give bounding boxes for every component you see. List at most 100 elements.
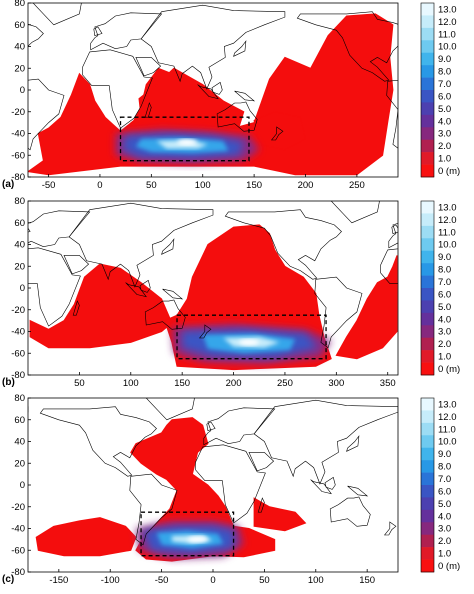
wave-height-region [253,111,307,151]
colorbar-label: 3.0 [438,327,451,338]
wave-height-region [29,263,173,349]
colorbar-swatch [421,238,434,252]
coastline-arabia [135,57,162,77]
coastline-asia [253,399,398,485]
colorbar-swatch [421,559,434,573]
coastline-indonesia [125,282,147,298]
coastline-uk [206,421,216,431]
colorbar-label: 11.0 [438,227,456,238]
colorbar-frame [420,200,435,376]
coastline-africa [453,50,474,128]
x-tick-label: 0 [97,180,102,191]
colorbar-label: 12.0 [438,215,457,226]
colorbar-swatch [421,509,434,523]
coastline-japan [161,238,175,255]
wave-height-region [35,517,137,557]
colorbar-swatch [421,435,434,449]
coastline-nam [39,406,157,477]
colorbar-swatch [421,447,434,461]
x-tick-label: 100 [308,575,324,586]
coastline-asia [140,4,286,90]
colorbar-swatch [421,114,434,128]
colorbar-swatch [421,325,434,339]
colorbar-label: 0 (m) [438,364,460,375]
y-tick-label: -80 [11,567,25,578]
coastline-africa [195,444,266,524]
colorbar-label: 8.0 [438,462,451,473]
colorbar-swatch [421,485,434,498]
colorbar-label: 0 (m) [438,166,460,177]
wave-height-region [253,497,307,532]
colorbar-swatch [421,164,434,178]
colorbar-label: 13.0 [438,4,457,15]
panel-label: (a) [2,179,14,190]
caption-fragment [0,587,474,594]
y-tick-label: 40 [14,437,25,448]
colorbar: 13.0 12.011.0 10.09.0 8.07.06.0 5.04.0 3.02.0… [420,200,460,376]
colorbar: 13.0 12.011.0 10.09.0 8.07.06.0 5.04.0 3.02.0… [420,397,460,573]
colorbar-swatch [421,300,434,314]
y-tick-label: 40 [14,42,25,53]
coastline-africa [82,49,153,129]
colorbar-label: 3.0 [438,129,451,140]
y-tick-label: 80 [14,393,25,404]
coastline-borneo [211,81,223,95]
coastline-uk [93,26,103,36]
coastline-uk [464,27,472,36]
colorbar-label: 8.0 [438,265,451,276]
coastline-sam [314,276,363,349]
colorbar-frame [420,397,435,573]
y-tick-label: 80 [14,196,25,207]
colorbar-swatch [421,152,434,165]
x-tick-label: 50 [74,378,85,389]
coastline-japan [233,40,247,57]
colorbar-swatch [421,77,434,91]
colorbar-swatch [421,337,434,351]
colorbar-label: 2.0 [438,339,451,350]
colorbar-swatch [421,3,434,16]
coastline-australia [144,299,186,330]
colorbar-label: 9.0 [438,54,451,65]
coastline-nam [224,209,342,280]
colorbar-label: 3.0 [438,524,451,535]
colorbar-swatch [421,65,434,78]
colorbar-label: 4.0 [438,511,451,522]
coastline-indonesia [197,84,219,100]
coastline-arabia [63,255,90,275]
panel-label: (c) [2,574,14,585]
colorbar-label: 2.0 [438,536,451,547]
colorbar-swatch [421,201,434,214]
coastline-europe [461,13,474,50]
amplitude-maximum [177,139,198,146]
coastline-europe [28,210,91,248]
colorbar-swatch [421,547,434,560]
coastline-nam [296,11,398,82]
colorbar-label: 6.0 [438,289,451,300]
colorbar-swatch [421,213,434,227]
y-tick-label: -40 [11,524,25,535]
x-tick-label: 50 [146,180,157,191]
colorbar-swatch [421,27,434,41]
colorbar-swatch [421,534,434,548]
source-region-box [176,314,327,360]
y-tick-label: -60 [11,348,25,359]
colorbar-label: 11.0 [438,29,456,40]
coastline-greenland [145,398,195,421]
coastline-africa [380,248,398,284]
colorbar-swatch [421,225,434,239]
y-tick-label: -60 [11,150,25,161]
source-region-box [119,116,250,162]
coastline-europe [388,222,398,249]
y-tick-label: -60 [11,545,25,556]
colorbar-frame [420,2,435,178]
colorbar-swatch [421,422,434,436]
colorbar-swatch [421,275,434,289]
colorbar-label: 8.0 [438,67,451,78]
colorbar-label: 1.0 [438,154,451,165]
y-tick-label: -20 [11,305,25,316]
coastline-australia [329,496,371,527]
map-area [28,398,398,572]
y-tick-label: 60 [14,218,25,229]
